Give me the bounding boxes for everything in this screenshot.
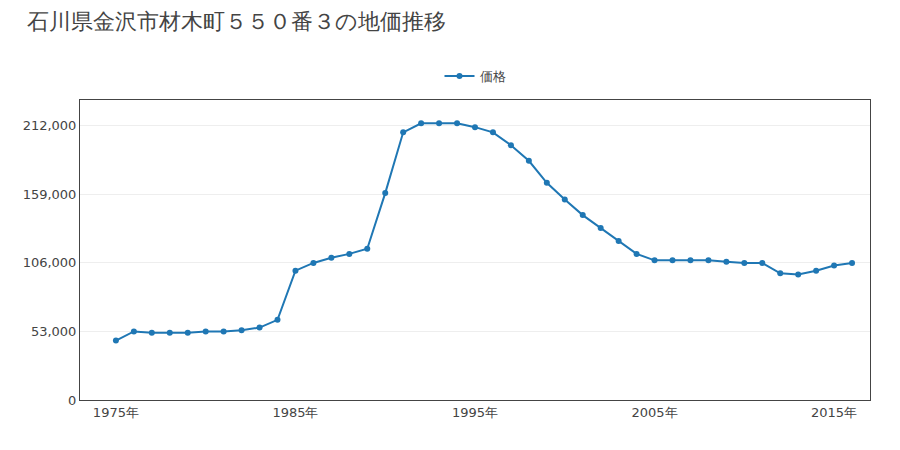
- svg-text:2005年: 2005年: [632, 405, 678, 420]
- svg-text:53,000: 53,000: [31, 324, 77, 339]
- svg-text:159,000: 159,000: [23, 187, 77, 202]
- svg-text:2015年: 2015年: [811, 405, 857, 420]
- svg-text:1985年: 1985年: [272, 405, 318, 420]
- svg-text:1995年: 1995年: [452, 405, 498, 420]
- svg-text:1975年: 1975年: [93, 405, 139, 420]
- svg-text:106,000: 106,000: [23, 255, 77, 270]
- svg-text:価格: 価格: [480, 69, 506, 84]
- svg-text:石川県金沢市材木町５５０番３の地価推移: 石川県金沢市材木町５５０番３の地価推移: [27, 9, 446, 34]
- svg-text:212,000: 212,000: [23, 118, 77, 133]
- svg-text:0: 0: [68, 393, 76, 408]
